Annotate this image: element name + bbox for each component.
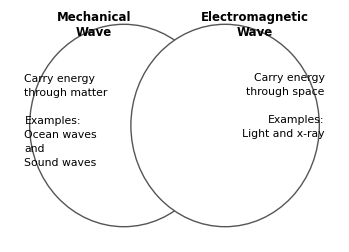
Text: Carry energy
through matter

Examples:
Ocean waves
and
Sound waves: Carry energy through matter Examples: Oc… [24, 74, 108, 168]
Ellipse shape [30, 25, 218, 227]
Text: Carry energy
through space

Examples:
Light and x-ray: Carry energy through space Examples: Lig… [242, 73, 325, 139]
Text: Electromagnetic
Wave: Electromagnetic Wave [201, 11, 309, 39]
Text: Mechanical
Wave: Mechanical Wave [57, 11, 132, 39]
Ellipse shape [131, 25, 319, 227]
